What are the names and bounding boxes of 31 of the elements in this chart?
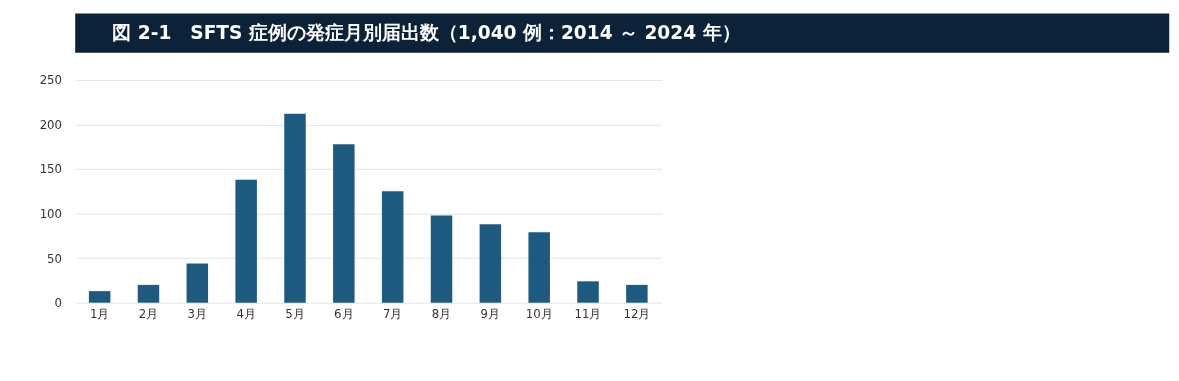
x-tick-label: 11月	[574, 306, 602, 321]
y-tick-label: 250	[39, 73, 63, 88]
bar	[88, 291, 111, 303]
x-tick-label: 4月	[236, 306, 256, 321]
x-tick-label: 8月	[431, 306, 452, 321]
bar	[137, 284, 160, 303]
bar	[381, 191, 404, 303]
bar	[186, 263, 209, 303]
bar	[430, 215, 453, 303]
x-tick-label: 10月	[525, 306, 553, 321]
x-tick-label: 6月	[334, 306, 354, 321]
x-tick-label: 1月	[89, 306, 110, 321]
bar	[528, 232, 550, 303]
x-tick-label: 12月	[623, 306, 651, 321]
bar	[626, 284, 648, 303]
bar	[284, 113, 306, 303]
y-tick-label: 0	[54, 296, 63, 311]
x-tick-label: 2月	[138, 306, 159, 321]
x-tick-label: 7月	[382, 306, 403, 321]
y-tick-label: 100	[39, 207, 63, 222]
x-tick-label: 3月	[187, 306, 208, 321]
y-tick-label: 150	[39, 162, 63, 177]
x-tick-label: 5月	[285, 306, 305, 321]
x-tick-label: 9月	[480, 306, 501, 321]
chart-title: 図 2-1 SFTS 症例の発症月別届出数（1,040 例：2014 ～ 2024 年）	[112, 21, 741, 43]
bar	[479, 224, 502, 303]
y-tick-label: 50	[47, 251, 63, 266]
y-tick-label: 200	[39, 117, 63, 132]
bar	[235, 179, 257, 303]
bar	[333, 144, 355, 303]
bar	[577, 281, 599, 303]
